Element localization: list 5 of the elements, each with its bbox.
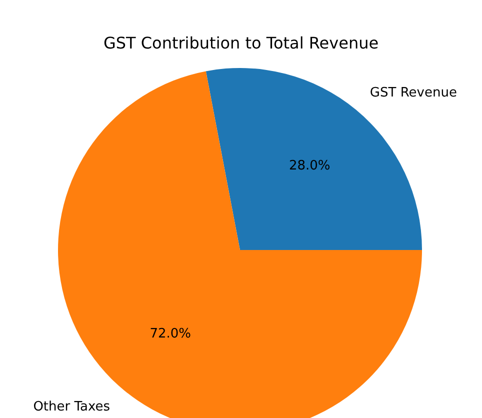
data-label: 72.0% bbox=[150, 326, 192, 342]
slice-label: Other Taxes bbox=[33, 400, 110, 415]
slice-label: GST Revenue bbox=[370, 85, 457, 100]
chart-title: GST Contribution to Total Revenue bbox=[103, 34, 379, 52]
data-label: 28.0% bbox=[288, 158, 330, 174]
